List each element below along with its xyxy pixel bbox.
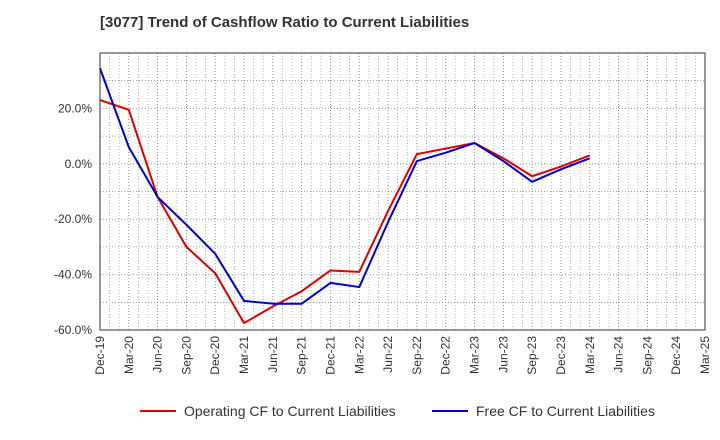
series-layer bbox=[99, 67, 591, 325]
x-tick-label: Sep-24 bbox=[640, 336, 654, 375]
chart-title: [3077] Trend of Cashflow Ratio to Curren… bbox=[100, 14, 470, 31]
legend-swatch bbox=[432, 410, 468, 412]
x-tick-label: Dec-22 bbox=[439, 336, 453, 375]
legend-item-operating-cf: Operating CF to Current Liabilities bbox=[140, 403, 396, 419]
x-tick-label: Jun-22 bbox=[381, 336, 395, 373]
grid-lines bbox=[100, 53, 705, 330]
x-tick-label: Mar-22 bbox=[352, 336, 366, 374]
legend-label: Operating CF to Current Liabilities bbox=[184, 403, 396, 419]
x-tick-label: Jun-20 bbox=[151, 336, 165, 373]
x-tick-label: Dec-24 bbox=[669, 336, 683, 375]
x-tick-label: Dec-23 bbox=[554, 336, 568, 375]
plot-frame bbox=[99, 52, 706, 331]
x-tick-label: Sep-22 bbox=[410, 336, 424, 375]
x-tick-label: Mar-23 bbox=[468, 336, 482, 374]
y-tick-label: -60.0% bbox=[54, 323, 92, 337]
legend-swatch bbox=[140, 410, 176, 412]
x-tick-label: Mar-25 bbox=[698, 336, 712, 374]
series-line-operating-cf bbox=[99, 99, 591, 325]
x-tick-label: Mar-20 bbox=[122, 336, 136, 374]
y-tick-label: 0.0% bbox=[65, 157, 93, 171]
y-tick-label: 20.0% bbox=[58, 101, 92, 115]
x-tick-label: Mar-24 bbox=[583, 336, 597, 374]
x-tick-label: Jun-24 bbox=[612, 336, 626, 373]
x-tick-label: Dec-19 bbox=[93, 336, 107, 375]
y-tick-label: -40.0% bbox=[54, 268, 92, 282]
x-tick-label: Mar-21 bbox=[237, 336, 251, 374]
x-tick-label: Jun-21 bbox=[266, 336, 280, 373]
x-tick-label: Sep-21 bbox=[295, 336, 309, 375]
legend: Operating CF to Current Liabilities Free … bbox=[0, 403, 720, 427]
x-tick-label: Sep-20 bbox=[179, 336, 193, 375]
x-tick-label: Dec-21 bbox=[323, 336, 337, 375]
x-tick-label: Jun-23 bbox=[496, 336, 510, 373]
y-tick-label: -20.0% bbox=[54, 212, 92, 226]
axis-layer: -60.0% -40.0% -20.0% 0.0% 20.0% Dec-19 Mar-20 J… bbox=[54, 52, 712, 375]
x-tick-label: Dec-20 bbox=[208, 336, 222, 375]
x-tick-label: Sep-23 bbox=[525, 336, 539, 375]
series-line-free-cf bbox=[99, 67, 591, 305]
legend-item-free-cf: Free CF to Current Liabilities bbox=[432, 403, 655, 419]
legend-label: Free CF to Current Liabilities bbox=[476, 403, 655, 419]
